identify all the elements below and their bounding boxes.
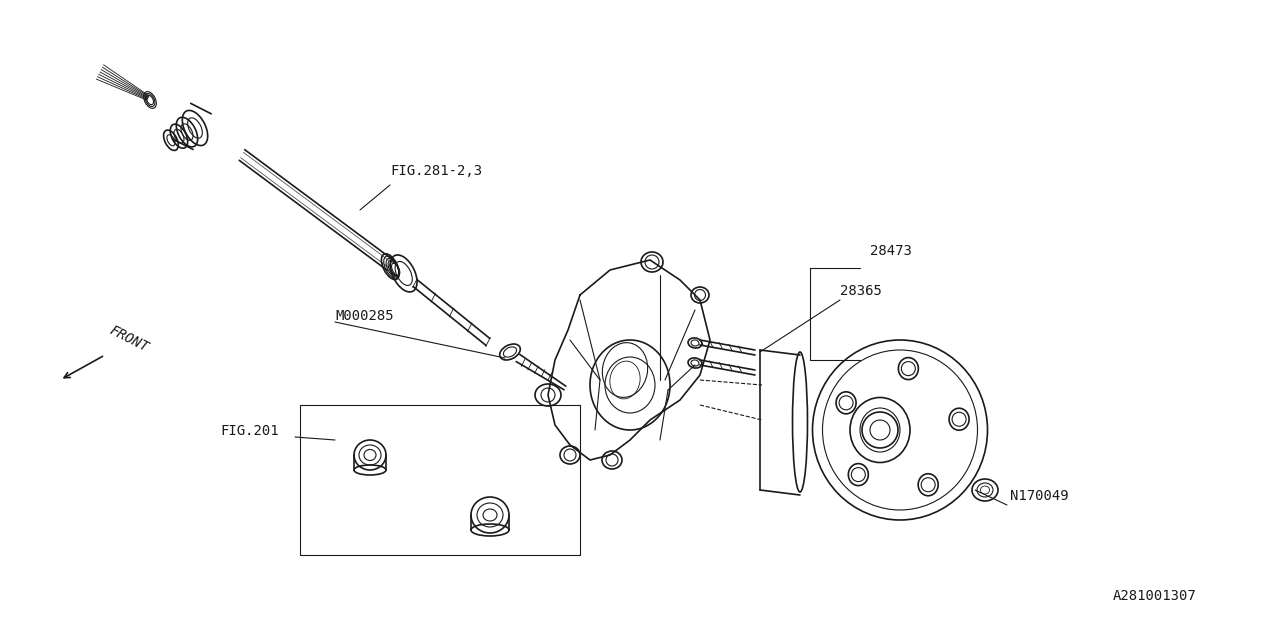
Text: 28473: 28473 [870,244,911,258]
Text: N170049: N170049 [1010,489,1069,503]
Text: 28365: 28365 [840,284,882,298]
Bar [300,405,580,555]
Text: M000285: M000285 [335,309,394,323]
Text: FIG.281-2,3: FIG.281-2,3 [390,164,483,178]
Text: A281001307: A281001307 [1114,589,1197,603]
Text: FIG.201: FIG.201 [220,424,279,438]
Text: FRONT: FRONT [108,323,151,355]
